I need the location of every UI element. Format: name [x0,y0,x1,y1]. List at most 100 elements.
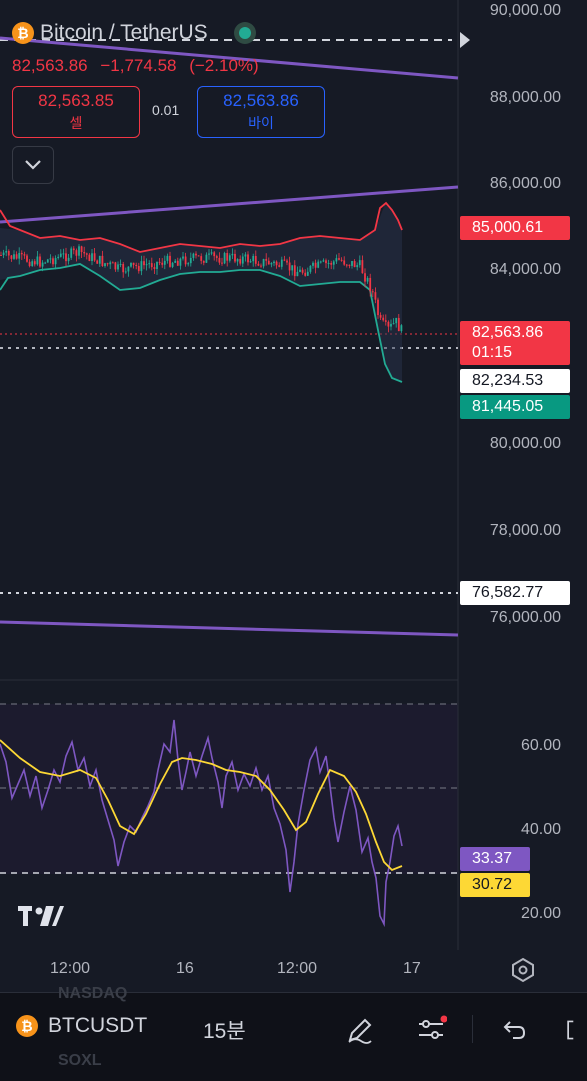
candle-body [119,263,122,265]
last-price-tag: 82,563.86 01:15 [460,321,570,365]
sell-button[interactable]: 82,563.85 셀 [12,86,140,138]
candle-body [111,262,114,264]
candle-body [41,262,44,267]
candle-body [140,261,143,272]
rsi-ma-line [0,739,403,872]
candle-body [221,262,223,264]
price-summary: 82,563.86 −1,774.58 (−2.10%) [12,56,267,76]
price-tick: 84,000.00 [489,261,561,278]
candle-body [150,263,153,268]
candle-body [369,277,372,292]
chart-settings-icon[interactable] [510,957,536,988]
market-open-status-icon[interactable] [233,22,256,44]
symbol-selector[interactable]: ₿ BTCUSDT [16,1014,147,1038]
candle-body [353,261,356,268]
candle-body [400,325,403,332]
candle-body [192,253,195,258]
candle-body [158,261,161,263]
candle-body [44,262,47,264]
candle-body [260,265,262,267]
collapse-legend-button[interactable] [12,146,54,184]
candle-body [98,255,101,264]
candle-body [13,254,15,259]
candle-body [166,255,169,261]
rsi-tick: 20.00 [520,905,561,922]
candle-body [228,255,231,261]
symbol-name: BTCUSDT [48,1014,148,1037]
candle-body [377,299,379,316]
candle-body [23,254,26,256]
indicators-button[interactable] [413,1012,449,1048]
candle-body [343,260,346,265]
candle-body [169,255,171,267]
candle-body [65,253,67,262]
fullscreen-button[interactable] [563,1012,587,1048]
candle-body [33,261,36,265]
interval-selector[interactable]: 15분 [203,1020,246,1043]
ghost-watchlist-item: NASDAQ [58,985,128,1002]
bollinger-upper-band [0,201,403,253]
candle-body [280,259,283,267]
level-tag: 76,582.77 [460,581,570,605]
candle-body [0,255,2,256]
candle-body [338,258,340,260]
candle-body [379,315,382,318]
trendline-lower[interactable] [0,620,459,637]
candle-body [301,269,304,273]
time-tick: 17 [403,960,421,977]
candle-body [247,254,249,263]
time-tick: 12:00 [277,960,318,977]
trendline-upper[interactable] [0,36,459,80]
drawing-tools-button[interactable] [342,1012,378,1048]
candle-body [179,258,182,266]
candle-body [265,259,268,261]
candle-body [335,258,338,262]
candle-body [52,258,54,265]
candle-body [148,263,151,265]
candle-body [127,266,130,272]
candle-body [2,252,5,256]
sliders-icon [419,1015,447,1039]
candle-body [156,261,158,269]
change-pct-text: (−2.10%) [189,56,259,75]
last-price-tag-value: 82,563.86 [472,324,544,341]
bb-lower-tag: 81,445.05 [460,395,570,419]
candle-body [184,256,187,265]
candle-body [124,271,127,273]
candle-body [286,260,288,263]
candle-body [332,261,335,265]
candle-body [325,260,327,264]
price-tick: 78,000.00 [489,522,561,539]
candle-body [132,262,135,265]
candle-body [28,261,31,267]
candle-body [189,257,192,264]
candle-body [312,262,314,266]
candle-body [270,263,273,265]
candle-body [397,317,400,332]
candle-body [57,256,60,259]
candle-body [291,265,294,271]
trendline-middle[interactable] [0,185,459,224]
candle-body [67,257,70,262]
spread-value: 0.01 [152,102,180,118]
candle-body [234,253,236,262]
undo-button[interactable] [495,1012,531,1048]
alert-arrow-icon[interactable] [460,32,470,48]
candle-body [117,264,119,270]
bb-basis-tag: 82,234.53 [460,369,570,393]
change-text: −1,774.58 [100,56,177,75]
symbol-header[interactable]: ₿ Bitcoin / TetherUS [12,18,256,48]
candle-body [59,253,62,257]
candle-body [46,259,49,263]
toolbar-separator [472,1015,473,1043]
buy-button[interactable]: 82,563.86 바이 [197,86,325,138]
candle-body [54,258,57,265]
candle-body [304,272,307,276]
sell-label: 셀 [69,115,83,131]
candle-body [361,260,364,274]
candle-body [226,253,229,261]
candle-body [208,253,210,255]
candle-body [93,253,96,261]
candle-body [314,262,317,268]
